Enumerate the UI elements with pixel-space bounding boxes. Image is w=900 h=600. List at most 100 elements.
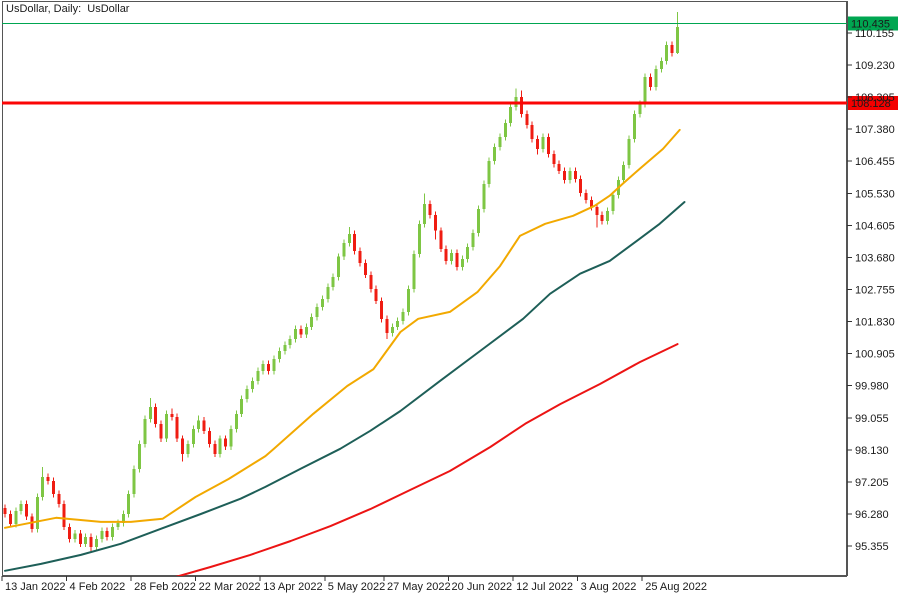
candle-up [606,207,610,225]
candle-up [186,440,190,458]
candle-down [380,297,384,323]
x-axis[interactable]: 13 Jan 2022 4 Feb 2022 28 Feb 2022 22 Mar 2… [1,576,847,593]
candle-body [632,113,636,139]
candle-up [493,143,497,165]
candle-down [546,133,550,158]
candle-body [358,250,362,263]
candle-body [304,326,308,335]
candles [3,12,679,553]
candle-body [181,438,185,454]
candle-up [121,510,125,527]
candle-body [482,183,486,209]
price-badge-110.435: 110.435 [847,16,898,31]
candle-up [632,110,636,143]
candle-up [148,398,152,423]
candle-down [444,245,448,265]
candle-up [390,323,394,337]
candle-body [197,420,201,430]
candle-body [121,513,125,523]
candle-down [353,230,357,255]
candle-body [444,248,448,261]
candle-body [563,170,567,180]
candle-body [331,276,335,287]
y-axis-label: 106.455 [855,156,895,168]
candle-down [105,527,109,541]
candle-up [460,255,464,271]
candle-body [412,253,416,289]
candle-body [374,288,378,301]
candle-down [385,315,389,339]
candle-body [41,476,45,497]
candle-up [611,191,615,215]
y-axis-label: 104.605 [855,220,895,232]
candle-body [116,522,120,527]
candle-up [342,239,346,261]
candle-body [606,210,610,222]
candle-body [363,262,367,275]
y-axis[interactable]: 110.155 109.230 108.305 107.380 106.455 105.5… [847,1,895,576]
y-axis-label: 101.830 [855,317,895,329]
candle-down [68,523,72,543]
candle-down [299,325,303,339]
x-axis-label: 25 Aug 2022 [645,581,707,593]
ma-slow-line [175,343,679,576]
candle-up [138,440,141,473]
candle-body [111,526,115,537]
candle-up [541,133,545,153]
candle-up [676,12,679,54]
candle-down [224,435,228,451]
candle-down [433,211,437,240]
candle-down [89,533,93,553]
candle-down [439,227,443,253]
price-badge-108.128: 108.128 [847,96,898,111]
x-axis-label: 28 Feb 2022 [134,581,196,593]
candle-up [423,193,427,228]
candle-body [100,530,104,539]
candle-up [272,355,276,375]
candle-down [428,200,432,219]
candle-down [573,167,577,183]
candle-up [514,88,518,111]
candle-up [197,415,201,433]
candle-body [530,125,534,139]
candle-body [19,503,23,511]
chart-title: UsDollar, Daily: UsDollar [6,3,130,15]
candle-up [320,295,324,311]
candle-up [498,133,502,151]
candle-body [546,136,550,154]
candle-body [73,533,77,539]
candle-body [256,370,260,381]
candle-down [3,504,7,518]
candle-body [89,536,93,547]
candle-down [207,427,211,448]
candle-body [25,503,29,517]
candle-up [288,335,292,349]
candle-down [525,110,529,129]
candle-up [401,308,405,325]
candle-up [331,273,335,291]
candle-body [78,533,82,544]
candle-body [310,317,314,327]
candle-up [326,283,330,303]
candle-body [627,138,631,165]
candle-up [466,243,470,263]
candle-body [272,359,276,371]
candle-body [234,413,238,430]
candle-body [35,496,39,529]
candle-body [557,163,561,171]
y-axis-label: 105.530 [855,188,895,200]
candle-body [337,256,341,277]
candle-up [84,533,88,548]
candle-body [407,288,410,312]
candle-up [487,157,491,188]
candle-down [159,420,163,443]
candle-body [353,233,357,251]
candle-body [390,326,394,334]
candle-body [380,300,384,319]
candle-body [240,398,244,414]
candle-down [369,271,373,293]
candle-up [407,285,410,316]
candle-body [213,443,217,454]
y-axis-label: 95.355 [855,541,889,553]
